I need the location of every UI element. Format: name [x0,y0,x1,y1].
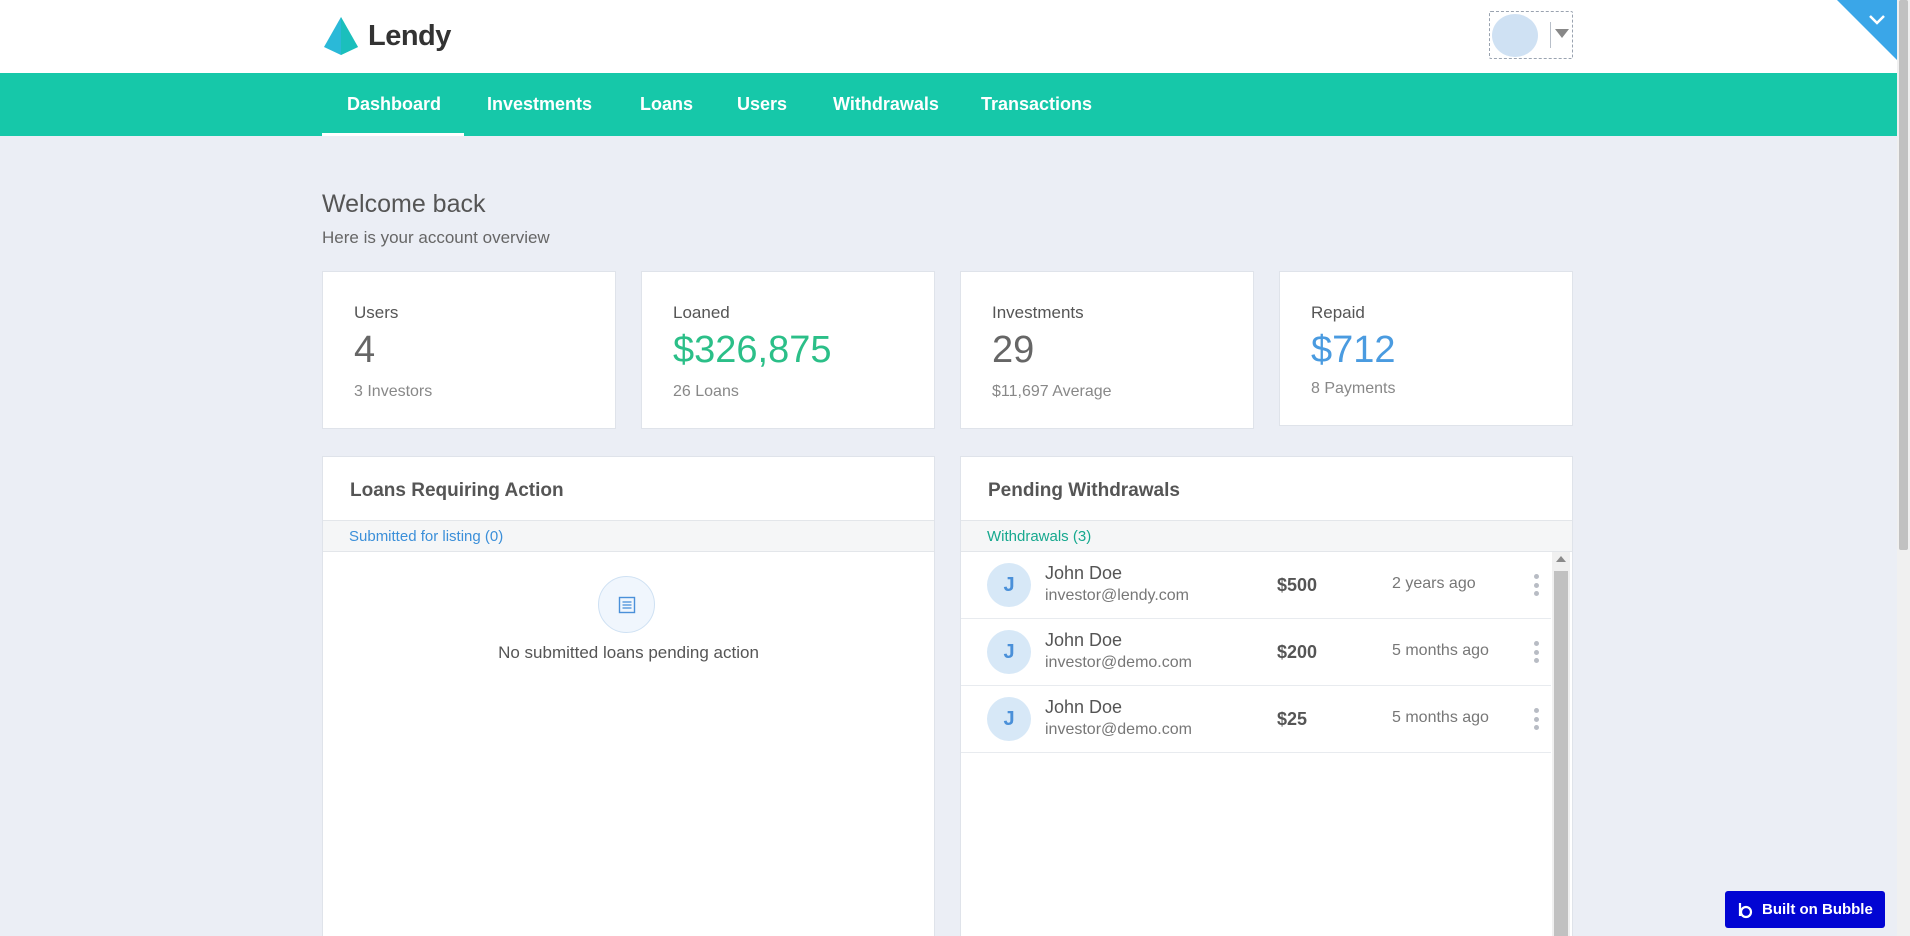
user-menu-dropdown[interactable] [1489,11,1573,59]
brand-name: Lendy [368,19,451,52]
lendy-logo-icon [324,17,358,55]
withdrawal-user-email: investor@demo.com [1045,721,1192,738]
avatar: J [987,563,1031,607]
collapse-corner-tab[interactable] [1837,0,1897,60]
nav-item-withdrawals[interactable]: Withdrawals [833,94,939,114]
withdrawal-user-name: John Doe [1045,630,1123,650]
page-title: Welcome back [322,190,486,218]
list-item[interactable]: J John Doe investor@demo.com $25 5 month… [961,686,1551,753]
loans-requiring-action-panel: Loans Requiring Action Submitted for lis… [322,456,935,936]
panel-title: Pending Withdrawals [988,480,1180,501]
stat-label: Investments [992,303,1084,322]
tab-withdrawals[interactable]: Withdrawals (3) [987,528,1092,545]
page-scrollbar-thumb[interactable] [1899,0,1908,550]
panel-tab-strip: Withdrawals (3) [961,520,1572,552]
badge-label: Built on Bubble [1762,901,1873,918]
avatar: J [987,697,1031,741]
more-options-icon[interactable] [1532,708,1540,730]
stat-card-loaned: Loaned $326,875 26 Loans [641,271,935,429]
panel-title: Loans Requiring Action [350,480,564,501]
caret-down-icon[interactable] [1555,29,1569,38]
stat-subtext: 3 Investors [354,383,433,400]
stat-value: 4 [354,329,376,371]
withdrawal-amount: $200 [1277,642,1318,662]
page-subtitle: Here is your account overview [322,228,550,247]
nav-item-dashboard[interactable]: Dashboard [321,73,465,136]
stat-subtext: $11,697 Average [992,383,1112,400]
avatar[interactable] [1492,14,1538,57]
nav-item-users[interactable]: Users [737,94,788,114]
stat-label: Repaid [1311,303,1365,322]
stat-label: Users [354,303,399,322]
user-menu-divider [1550,22,1551,48]
withdrawal-time: 2 years ago [1392,575,1476,592]
main-nav: Dashboard Investments Loans Users Withdr… [0,73,1897,136]
brand-logo[interactable]: Lendy [322,17,451,55]
withdrawal-user-email: investor@lendy.com [1045,587,1189,604]
bubble-logo-icon [1738,902,1753,918]
withdrawal-amount: $25 [1277,709,1308,729]
more-options-icon[interactable] [1532,641,1540,663]
scrollbar-thumb[interactable] [1554,571,1568,936]
stat-card-investments: Investments 29 $11,697 Average [960,271,1254,429]
withdrawals-list: J John Doe investor@lendy.com $500 2 yea… [961,552,1551,753]
avatar: J [987,630,1031,674]
scroll-up-arrow-icon[interactable] [1556,556,1566,562]
withdrawal-user-name: John Doe [1045,563,1123,583]
stat-card-users: Users 4 3 Investors [322,271,616,429]
withdrawal-user-email: investor@demo.com [1045,654,1192,671]
list-icon [598,576,655,633]
withdrawals-scrollbar[interactable] [1552,552,1570,936]
more-options-icon[interactable] [1532,574,1540,596]
stat-value: $326,875 [673,329,832,371]
tab-submitted-for-listing[interactable]: Submitted for listing (0) [349,528,504,545]
withdrawal-user-name: John Doe [1045,697,1123,717]
list-item[interactable]: J John Doe investor@lendy.com $500 2 yea… [961,552,1551,619]
stat-label: Loaned [673,303,730,322]
stat-value: $712 [1311,329,1396,371]
pending-withdrawals-panel: Pending Withdrawals Withdrawals (3) J Jo… [960,456,1573,936]
stat-subtext: 8 Payments [1311,380,1396,397]
list-item[interactable]: J John Doe investor@demo.com $200 5 mont… [961,619,1551,686]
chevron-down-icon [1869,15,1885,25]
stat-value: 29 [992,329,1035,371]
built-on-bubble-badge[interactable]: Built on Bubble [1725,891,1885,928]
nav-item-loans[interactable]: Loans [640,94,694,114]
empty-state-message: No submitted loans pending action [498,643,759,662]
stat-card-repaid: Repaid $712 8 Payments [1279,271,1573,426]
withdrawal-time: 5 months ago [1392,709,1489,726]
nav-item-transactions[interactable]: Transactions [981,94,1093,114]
stat-subtext: 26 Loans [673,383,739,400]
nav-item-investments[interactable]: Investments [487,94,593,114]
withdrawal-amount: $500 [1277,575,1318,595]
top-bar: Lendy [0,0,1897,73]
panel-tab-strip: Submitted for listing (0) [323,520,934,552]
withdrawal-time: 5 months ago [1392,642,1489,659]
page-scrollbar[interactable] [1897,0,1910,936]
